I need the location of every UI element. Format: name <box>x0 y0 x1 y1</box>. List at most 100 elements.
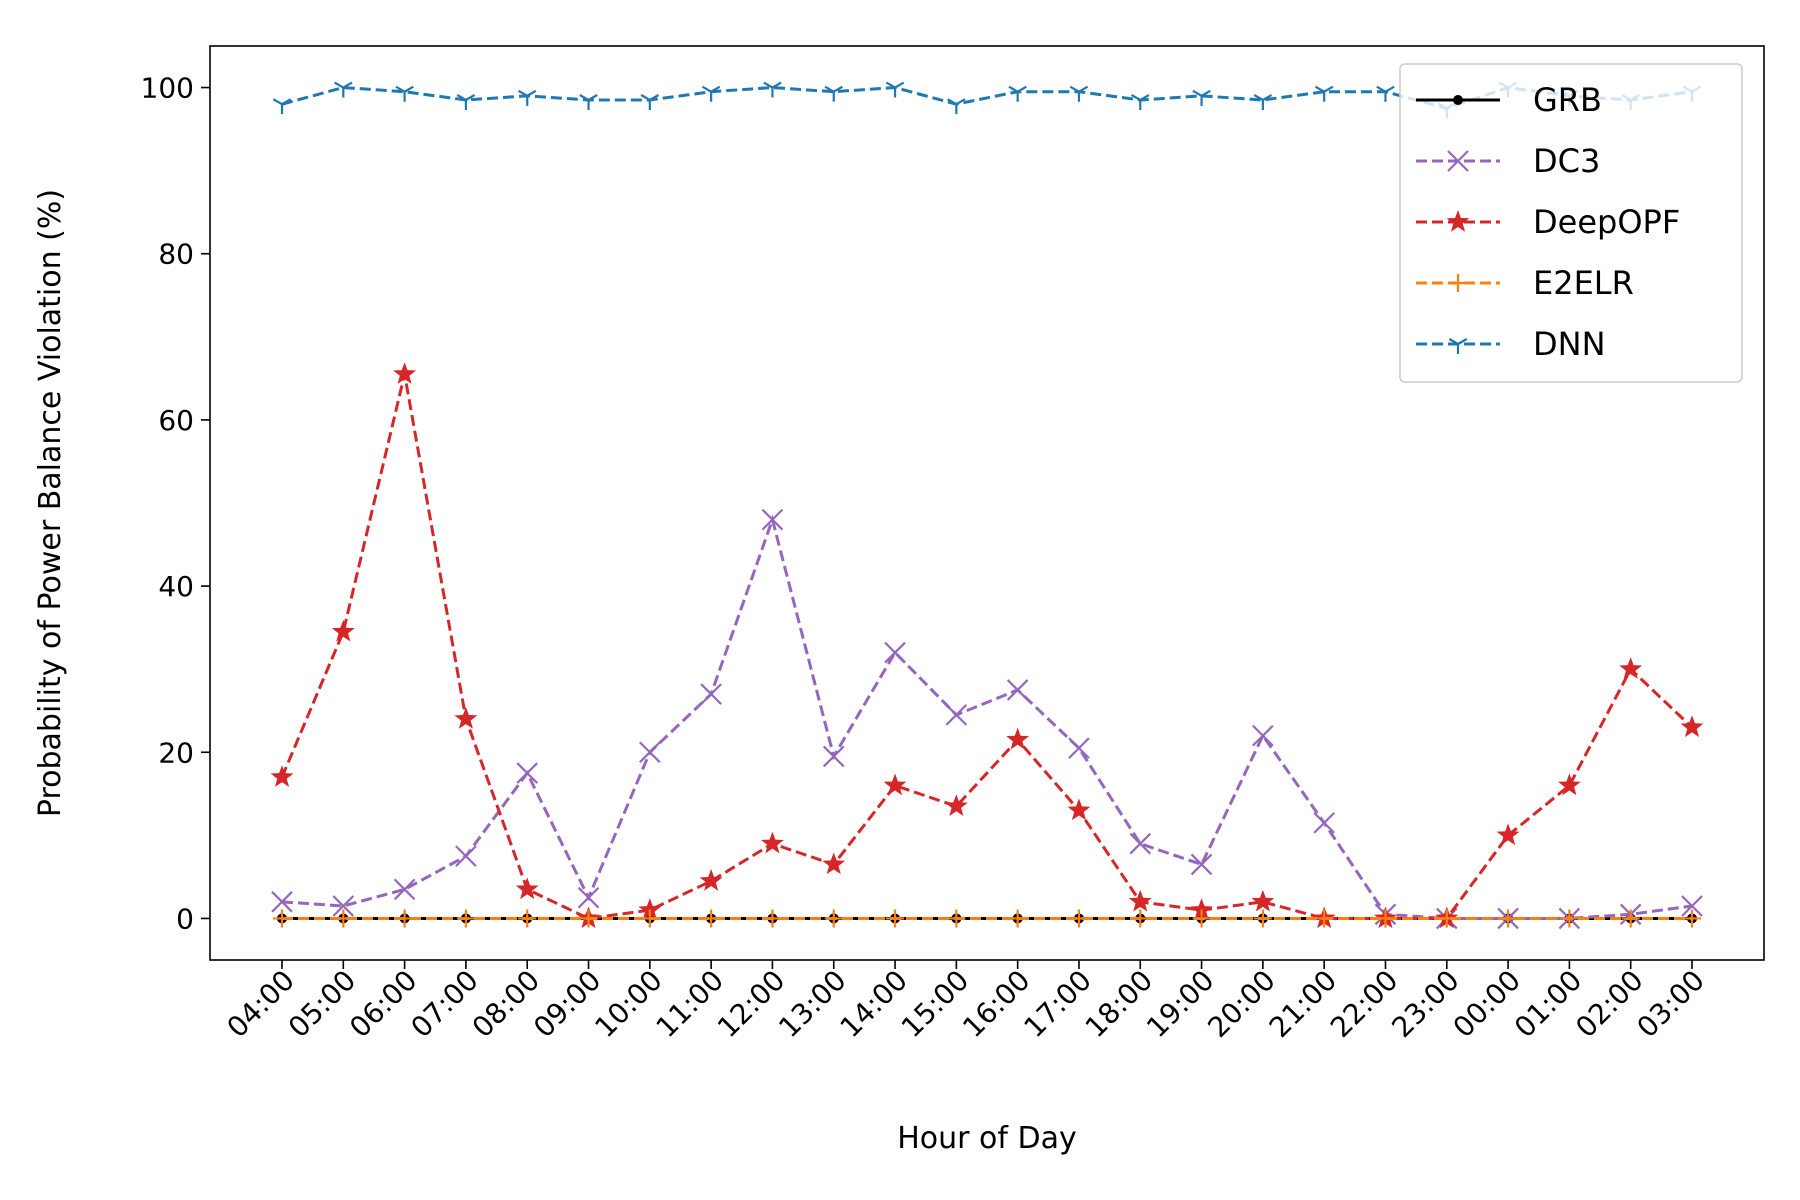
legend-marker-grb <box>1453 95 1463 105</box>
legend-marker-deepopf <box>1446 210 1470 232</box>
series-e2elr <box>273 909 1701 928</box>
data-point-deepopf <box>822 852 846 875</box>
data-point-deepopf <box>1680 715 1704 738</box>
data-point-e2elr <box>1560 909 1579 928</box>
data-point-e2elr <box>395 909 414 928</box>
data-point-e2elr <box>1131 909 1150 928</box>
data-point-deepopf <box>1190 898 1213 920</box>
data-point-dc3 <box>700 683 722 705</box>
data-point-dnn <box>272 98 292 115</box>
data-point-deepopf <box>761 831 784 854</box>
data-point-dnn <box>640 94 660 111</box>
data-point-dc3 <box>393 878 416 901</box>
legend-label-deepopf: DeepOPF <box>1533 203 1680 241</box>
data-point-deepopf <box>1619 657 1643 679</box>
legend-label-e2elr: E2ELR <box>1533 264 1634 302</box>
data-point-deepopf <box>883 773 907 796</box>
data-point-dc3 <box>1313 812 1335 834</box>
data-point-e2elr <box>1437 909 1456 928</box>
legend-label-dnn: DNN <box>1533 325 1606 363</box>
y-tick-label: 20 <box>158 736 194 769</box>
data-point-deepopf <box>331 619 355 642</box>
data-point-dc3 <box>332 895 355 917</box>
y-tick-label: 0 <box>176 902 194 935</box>
data-point-e2elr <box>518 909 537 928</box>
data-point-deepopf <box>393 362 417 384</box>
data-point-deepopf <box>638 898 662 920</box>
data-point-deepopf <box>944 794 968 816</box>
data-point-dc3 <box>577 886 600 909</box>
data-point-dnn <box>334 81 353 98</box>
data-point-dnn <box>824 85 843 102</box>
data-point-e2elr <box>947 909 966 928</box>
data-point-e2elr <box>1315 909 1334 928</box>
data-point-dnn <box>701 85 721 102</box>
data-point-dc3 <box>1129 832 1152 855</box>
data-point-deepopf <box>699 869 723 891</box>
data-point-deepopf <box>1128 889 1152 912</box>
data-point-dnn <box>395 85 414 102</box>
data-point-dc3 <box>1252 724 1274 747</box>
data-point-e2elr <box>1069 909 1088 928</box>
data-point-deepopf <box>1251 889 1275 912</box>
legend-label-grb: GRB <box>1533 81 1602 119</box>
x-axis-label: Hour of Day <box>897 1121 1077 1156</box>
data-point-e2elr <box>334 909 353 928</box>
data-point-dnn <box>1131 94 1150 111</box>
data-point-dnn <box>763 81 782 98</box>
data-point-dnn <box>1008 85 1027 102</box>
legend-box <box>1399 63 1743 383</box>
data-point-dc3 <box>822 745 845 768</box>
data-point-e2elr <box>824 909 843 928</box>
data-point-e2elr <box>1376 909 1395 928</box>
data-point-dc3 <box>884 641 906 664</box>
y-tick-label: 80 <box>158 238 194 271</box>
data-point-deepopf <box>1557 773 1581 796</box>
legend-marker-e2elr <box>1449 274 1467 292</box>
data-point-deepopf <box>1067 798 1091 821</box>
y-tick-label: 40 <box>158 570 194 603</box>
data-point-dc3 <box>761 508 784 531</box>
data-point-dc3 <box>1068 737 1090 759</box>
data-point-dnn <box>1069 85 1089 102</box>
data-point-dnn <box>1376 85 1395 102</box>
data-point-e2elr <box>1253 909 1272 928</box>
data-point-e2elr <box>886 909 905 928</box>
legend-marker-dnn <box>1448 338 1468 354</box>
data-point-dnn <box>579 94 598 111</box>
data-point-dc3 <box>271 891 293 913</box>
data-point-dc3 <box>1190 853 1213 876</box>
data-point-deepopf <box>515 877 539 900</box>
data-point-dnn <box>1314 85 1334 102</box>
data-point-dnn <box>885 81 905 98</box>
legend: GRB DC3 DeepOPF E2ELR DNN <box>1399 63 1743 383</box>
series-line-deepopf <box>280 373 1694 920</box>
data-point-dnn <box>947 98 966 115</box>
data-point-deepopf <box>270 765 294 787</box>
data-point-e2elr <box>456 909 475 928</box>
data-point-e2elr <box>702 909 721 928</box>
data-point-dc3 <box>945 704 968 726</box>
data-point-e2elr <box>1192 909 1211 928</box>
data-point-dc3 <box>1006 679 1029 701</box>
data-point-dnn <box>456 94 476 111</box>
data-point-e2elr <box>1499 909 1518 928</box>
data-point-e2elr <box>640 909 659 928</box>
data-point-e2elr <box>1683 909 1701 928</box>
data-point-e2elr <box>1008 909 1027 928</box>
data-point-deepopf <box>454 707 478 729</box>
data-point-e2elr <box>763 909 782 928</box>
y-tick-label: 60 <box>158 404 194 437</box>
data-point-e2elr <box>1621 909 1640 928</box>
data-point-dc3 <box>455 845 477 867</box>
data-point-dc3 <box>1681 895 1703 917</box>
data-point-deepopf <box>1006 727 1030 750</box>
data-point-dnn <box>1253 94 1273 111</box>
data-point-e2elr <box>579 909 598 928</box>
series-deepopf <box>270 362 1704 929</box>
data-point-dc3 <box>516 762 538 784</box>
data-point-deepopf <box>1496 823 1520 846</box>
y-tick-label: 100 <box>141 72 194 105</box>
data-point-dnn <box>1192 89 1211 106</box>
